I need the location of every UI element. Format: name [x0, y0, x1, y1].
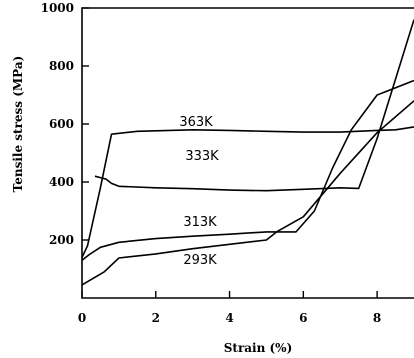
curve-labels: 363K 333K 313K 293K	[179, 115, 219, 268]
y-tick-label: 1000	[41, 1, 74, 15]
x-tick-label: 4	[225, 311, 233, 325]
y-tick-label: 600	[49, 117, 74, 131]
curve-label-293k: 293K	[183, 253, 217, 268]
x-tick-label: 0	[78, 311, 86, 325]
y-tick-label: 400	[49, 175, 74, 189]
curve-label-313k: 313K	[183, 215, 217, 230]
x-tick-label: 6	[299, 311, 307, 325]
plot-frame	[81, 7, 414, 299]
axes-frame	[81, 7, 414, 299]
curve-293k	[81, 100, 414, 286]
x-tick-label: 2	[152, 311, 160, 325]
axis-ticks: 0 2 4 6 8 200 400 600 800 1000	[41, 1, 382, 325]
curve-label-363k: 363K	[179, 115, 213, 130]
x-axis-title: Strain (%)	[224, 341, 293, 355]
y-tick-label: 200	[49, 233, 74, 247]
curve-313k	[81, 79, 414, 261]
x-tick-label: 8	[373, 311, 381, 325]
y-tick-label: 800	[49, 59, 74, 73]
y-axis-title: Tensile stress (MPa)	[11, 56, 25, 193]
curves	[81, 19, 414, 286]
curve-label-333k: 333K	[185, 149, 219, 164]
curve-363k	[81, 126, 414, 258]
curve-333k	[94, 19, 414, 192]
